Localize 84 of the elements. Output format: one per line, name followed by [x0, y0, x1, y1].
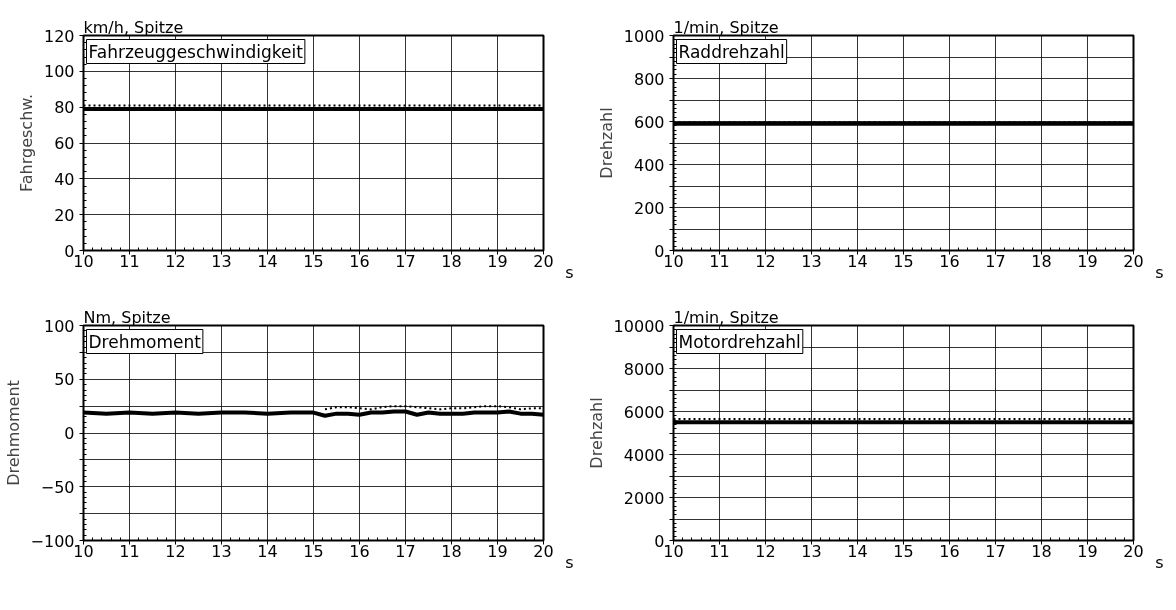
- y-tick-label: 8000: [623, 359, 665, 379]
- x-tick-label: 11: [709, 251, 730, 271]
- y-tick-label: 80: [54, 98, 75, 118]
- x-tick-label: 18: [441, 541, 462, 561]
- chart-title: Motordrehzahl: [678, 331, 801, 352]
- y-tick-label: 0: [64, 424, 75, 443]
- chart-title: Raddrehzahl: [678, 41, 785, 62]
- x-tick-label: 18: [1031, 541, 1052, 561]
- x-tick-label: 11: [119, 541, 140, 561]
- x-tick-label: 19: [1077, 251, 1098, 271]
- x-tick-label: 18: [1031, 251, 1052, 271]
- y-tick-label: 800: [633, 69, 665, 89]
- x-tick-label: 13: [801, 251, 822, 271]
- x-tick-label: 13: [801, 541, 822, 561]
- y-tick-label: 10000: [613, 316, 665, 336]
- x-tick-label: 20: [1123, 541, 1144, 561]
- y-tick-label: 4000: [623, 445, 665, 465]
- y-tick-label: 600: [633, 112, 665, 132]
- y-tick-label: 6000: [623, 402, 665, 422]
- x-tick-label: 10: [73, 541, 94, 561]
- x-tick-label: 14: [257, 251, 278, 271]
- x-tick-label: 20: [533, 251, 554, 271]
- x-tick-label: 11: [119, 251, 140, 271]
- x-tick-label: 10: [73, 251, 94, 271]
- x-tick-label: 12: [165, 541, 186, 561]
- x-tick-label: 12: [755, 251, 776, 271]
- x-tick-label: 10: [663, 541, 684, 561]
- y-tick-label: 120: [43, 26, 75, 46]
- y-axis-title: Drehzahl: [596, 107, 616, 179]
- x-tick-label: 16: [349, 251, 370, 271]
- x-tick-label: 20: [533, 541, 554, 561]
- y-tick-label: 0: [654, 531, 665, 551]
- y-tick-label: 40: [54, 169, 75, 189]
- y-tick-label: 2000: [623, 488, 665, 508]
- x-tick-label: 19: [487, 251, 508, 271]
- chart-subtitle: Nm, Spitze: [83, 307, 171, 327]
- x-tick-label: 12: [755, 541, 776, 561]
- x-tick-label: 17: [985, 541, 1006, 561]
- y-tick-label: 100: [43, 62, 75, 82]
- x-tick-label: 16: [939, 541, 960, 561]
- y-tick-label: −100: [30, 531, 75, 551]
- x-tick-label: 15: [893, 251, 914, 271]
- x-tick-label: 19: [487, 541, 508, 561]
- x-tick-label: 16: [349, 541, 370, 561]
- y-tick-label: 100: [43, 316, 75, 336]
- y-tick-label: 400: [633, 155, 665, 175]
- x-tick-label: 17: [395, 541, 416, 561]
- x-tick-label: 20: [1123, 251, 1144, 271]
- chart-title: Drehmoment: [88, 331, 202, 352]
- x-tick-label: 19: [1077, 541, 1098, 561]
- y-tick-label: 200: [633, 198, 665, 218]
- x-tick-label: 13: [211, 541, 232, 561]
- y-tick-label: 1000: [623, 26, 665, 46]
- x-tick-label: 14: [847, 251, 868, 271]
- x-tick-label: 14: [847, 541, 868, 561]
- x-tick-label: 14: [257, 541, 278, 561]
- x-tick-label: 17: [985, 251, 1006, 271]
- x-tick-label: 15: [893, 541, 914, 561]
- x-tick-label: 16: [939, 251, 960, 271]
- x-axis-title: s: [565, 262, 574, 282]
- x-axis-title: s: [1155, 262, 1164, 282]
- x-tick-label: 11: [709, 541, 730, 561]
- x-tick-label: 13: [211, 251, 232, 271]
- x-tick-label: 18: [441, 251, 462, 271]
- y-tick-label: 60: [54, 134, 75, 153]
- y-tick-label: 20: [54, 205, 75, 225]
- x-axis-title: s: [565, 552, 574, 572]
- x-axis-title: s: [1155, 552, 1164, 572]
- y-tick-label: −50: [40, 477, 75, 497]
- y-tick-label: 0: [654, 241, 665, 261]
- x-tick-label: 17: [395, 251, 416, 271]
- x-tick-label: 12: [165, 251, 186, 271]
- y-tick-label: 0: [64, 241, 75, 261]
- x-tick-label: 15: [303, 251, 324, 271]
- chart-subtitle: km/h, Spitze: [83, 17, 184, 37]
- chart-subtitle: 1/min, Spitze: [673, 307, 779, 327]
- x-tick-label: 10: [663, 251, 684, 271]
- chart-title: Fahrzeuggeschwindigkeit: [88, 41, 304, 62]
- x-tick-label: 15: [303, 541, 324, 561]
- chart-subtitle: 1/min, Spitze: [673, 17, 779, 37]
- y-axis-title: Drehmoment: [3, 380, 23, 486]
- y-axis-title: Drehzahl: [586, 397, 606, 469]
- y-tick-label: 50: [54, 370, 75, 390]
- y-axis-title: Fahrgeschw.: [16, 94, 36, 192]
